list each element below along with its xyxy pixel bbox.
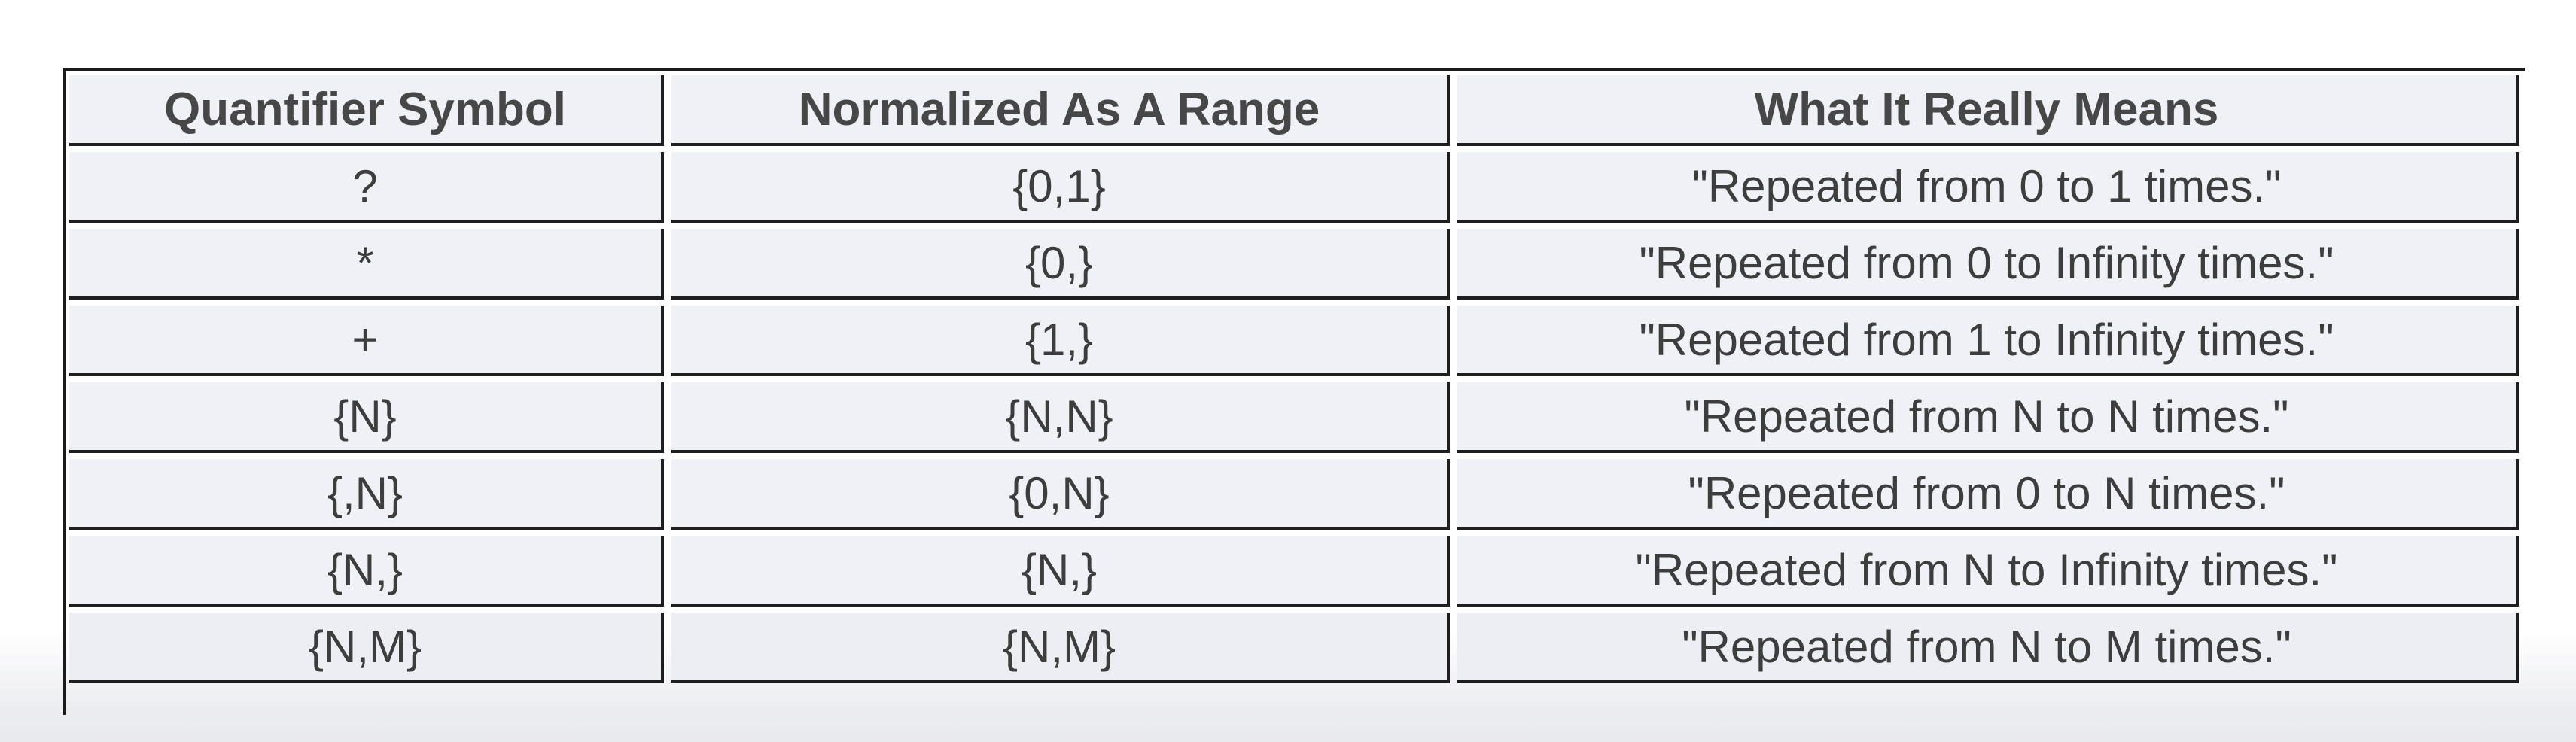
cell-symbol: {,N}	[69, 459, 664, 530]
cell-meaning: "Repeated from N to N times."	[1457, 382, 2519, 453]
cell-meaning: "Repeated from N to M times."	[1457, 613, 2519, 683]
cell-symbol: *	[69, 229, 664, 300]
cell-symbol: +	[69, 306, 664, 376]
quantifier-table: Quantifier Symbol Normalized As A Range …	[62, 69, 2526, 689]
table-row: + {1,} "Repeated from 1 to Infinity time…	[69, 306, 2519, 376]
cell-range: {0,}	[671, 229, 1450, 300]
table-row: {N,} {N,} "Repeated from N to Infinity t…	[69, 536, 2519, 607]
header-normalized-range: Normalized As A Range	[671, 75, 1450, 146]
cell-range: {1,}	[671, 306, 1450, 376]
header-meaning: What It Really Means	[1457, 75, 2519, 146]
cell-symbol: {N,}	[69, 536, 664, 607]
cell-symbol: ?	[69, 152, 664, 223]
cell-meaning: "Repeated from 1 to Infinity times."	[1457, 306, 2519, 376]
cell-range: {N,}	[671, 536, 1450, 607]
table-row: * {0,} "Repeated from 0 to Infinity time…	[69, 229, 2519, 300]
cell-symbol: {N,M}	[69, 613, 664, 683]
table-row: {,N} {0,N} "Repeated from 0 to N times."	[69, 459, 2519, 530]
cell-range: {0,N}	[671, 459, 1450, 530]
cell-symbol: {N}	[69, 382, 664, 453]
table-row: {N} {N,N} "Repeated from N to N times."	[69, 382, 2519, 453]
cell-meaning: "Repeated from 0 to N times."	[1457, 459, 2519, 530]
header-row: Quantifier Symbol Normalized As A Range …	[69, 75, 2519, 146]
table-row: ? {0,1} "Repeated from 0 to 1 times."	[69, 152, 2519, 223]
cell-range: {N,M}	[671, 613, 1450, 683]
header-quantifier-symbol: Quantifier Symbol	[69, 75, 664, 146]
table-row: {N,M} {N,M} "Repeated from N to M times.…	[69, 613, 2519, 683]
cell-range: {0,1}	[671, 152, 1450, 223]
cell-meaning: "Repeated from N to Infinity times."	[1457, 536, 2519, 607]
cell-meaning: "Repeated from 0 to Infinity times."	[1457, 229, 2519, 300]
table-frame	[63, 68, 2525, 715]
cell-range: {N,N}	[671, 382, 1450, 453]
cell-meaning: "Repeated from 0 to 1 times."	[1457, 152, 2519, 223]
